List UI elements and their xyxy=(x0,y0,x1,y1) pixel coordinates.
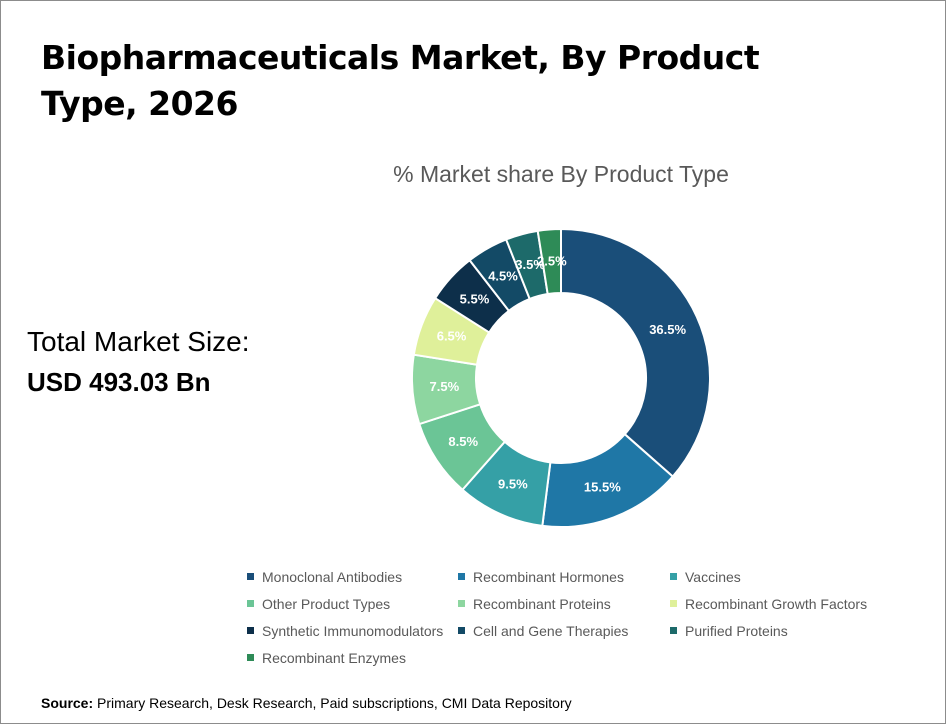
source-text: Primary Research, Desk Research, Paid su… xyxy=(93,695,572,711)
legend-label: Purified Proteins xyxy=(685,622,788,639)
legend-item: Cell and Gene Therapies xyxy=(458,621,670,640)
donut-slice-1 xyxy=(560,227,711,478)
slice-data-label-1: 36.5% xyxy=(649,322,686,337)
legend-item: Other Product Types xyxy=(247,594,458,613)
legend-label: Monoclonal Antibodies xyxy=(262,568,403,585)
legend-swatch xyxy=(247,573,254,580)
slice-data-label-8: 4.5% xyxy=(488,268,518,283)
donut-slice-10 xyxy=(536,227,562,296)
legend-item: Vaccines xyxy=(670,567,890,586)
legend-swatch xyxy=(458,627,465,634)
slice-data-label-6: 6.5% xyxy=(437,329,467,344)
legend-item: Purified Proteins xyxy=(670,621,890,640)
legend-item: Recombinant Enzymes xyxy=(247,648,458,667)
legend-label: Other Product Types xyxy=(262,595,391,612)
slice-data-label-7: 5.5% xyxy=(460,291,490,306)
legend-item: Recombinant Proteins xyxy=(458,594,670,613)
chart-legend: Monoclonal Antibodies Recombinant Hormone… xyxy=(247,567,937,667)
legend-swatch xyxy=(458,573,465,580)
legend-label: Synthetic Immunomodulators xyxy=(262,622,444,639)
legend-swatch xyxy=(247,600,254,607)
legend-label: Recombinant Enzymes xyxy=(262,649,406,666)
legend-label: Recombinant Growth Factors xyxy=(685,595,868,612)
legend-label: Vaccines xyxy=(685,568,741,585)
legend-item: Recombinant Growth Factors xyxy=(670,594,890,613)
total-market-size-value: USD 493.03 Bn xyxy=(27,367,211,397)
legend-label: Cell and Gene Therapies xyxy=(473,622,629,639)
legend-label: Recombinant Proteins xyxy=(473,595,611,612)
slice-data-label-5: 7.5% xyxy=(430,379,460,394)
legend-item: Recombinant Hormones xyxy=(458,567,670,586)
legend-item: Synthetic Immunomodulators xyxy=(247,621,458,640)
chart-subtitle: % Market share By Product Type xyxy=(393,161,729,187)
legend-swatch xyxy=(247,654,254,661)
slice-data-label-3: 9.5% xyxy=(498,477,528,492)
total-market-size-label: Total Market Size: xyxy=(27,326,250,357)
legend-label: Recombinant Hormones xyxy=(473,568,624,585)
slice-data-label-2: 15.5% xyxy=(584,479,621,494)
slice-data-label-10: 2.5% xyxy=(537,253,567,268)
chart-title: Biopharmaceuticals Market, By Product Ty… xyxy=(41,38,760,123)
slice-data-label-9: 3.5% xyxy=(515,257,545,272)
legend-swatch xyxy=(670,627,677,634)
legend-swatch xyxy=(670,573,677,580)
legend-swatch xyxy=(247,627,254,634)
legend-item: Monoclonal Antibodies xyxy=(247,567,458,586)
slice-data-label-4: 8.5% xyxy=(448,434,478,449)
legend-swatch xyxy=(670,600,677,607)
source-note: Source: Primary Research, Desk Research,… xyxy=(41,695,572,711)
source-label: Source: xyxy=(41,695,94,711)
legend-swatch xyxy=(458,600,465,607)
